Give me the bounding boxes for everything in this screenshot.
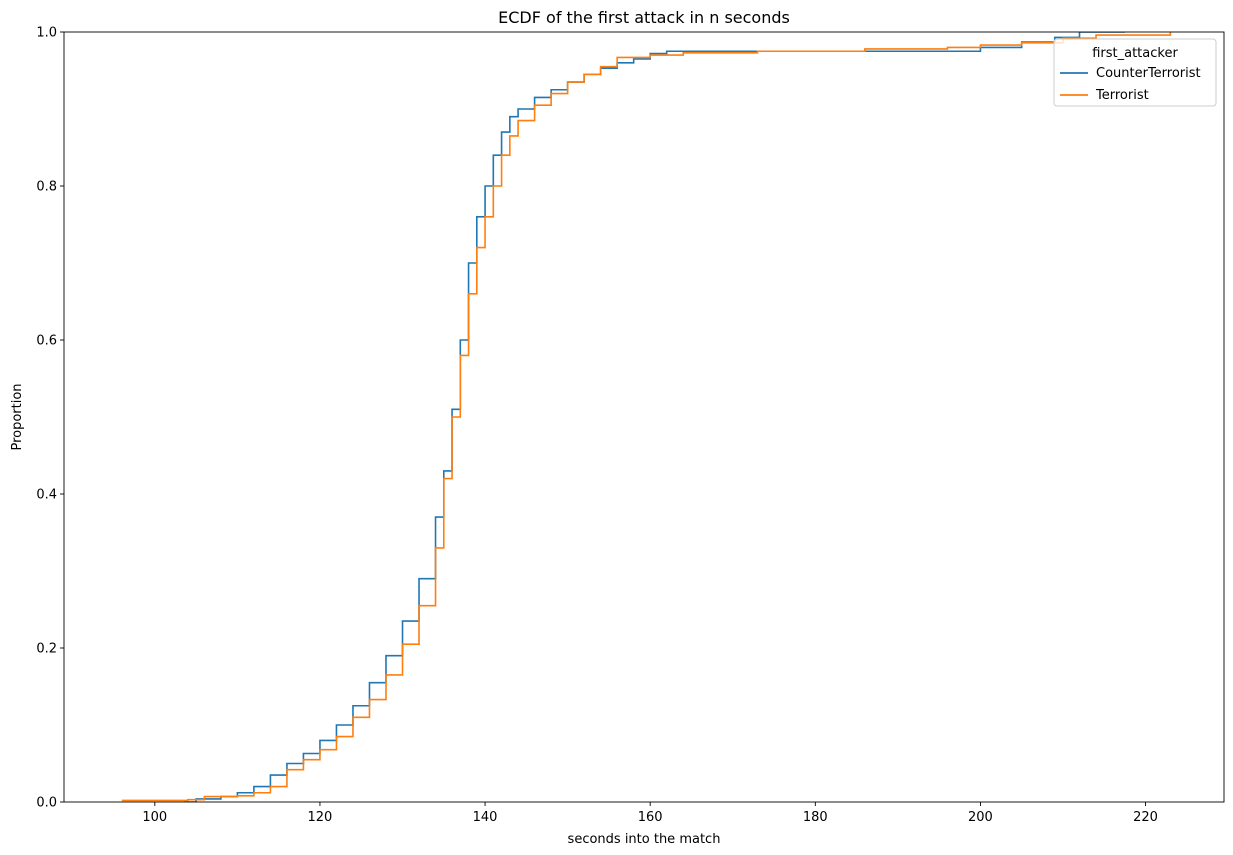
- y-tick-label: 0.0: [36, 796, 57, 811]
- y-axis-label: Proportion: [10, 383, 25, 450]
- series-line-terrorist: [121, 32, 1172, 802]
- x-tick-label: 120: [308, 810, 333, 825]
- x-tick-label: 200: [968, 810, 993, 825]
- y-tick-label: 0.2: [36, 642, 57, 657]
- legend-label-terrorist: Terrorist: [1095, 88, 1149, 103]
- legend-label-counterterrorist: CounterTerrorist: [1096, 66, 1201, 81]
- legend: first_attacker CounterTerrorist Terrorist: [1053, 38, 1217, 107]
- legend-title: first_attacker: [1092, 46, 1178, 61]
- y-tick-label: 0.4: [36, 488, 57, 503]
- y-axis: 0.0 0.2 0.4 0.6 0.8 1.0: [36, 26, 64, 811]
- y-tick-label: 0.6: [36, 334, 57, 349]
- x-axis-label: seconds into the match: [568, 832, 721, 847]
- x-tick-label: 160: [638, 810, 663, 825]
- series-line-counterterrorist: [183, 32, 1125, 802]
- chart-title: ECDF of the first attack in n seconds: [498, 8, 790, 27]
- x-tick-label: 180: [803, 810, 828, 825]
- x-tick-label: 140: [473, 810, 498, 825]
- y-tick-label: 1.0: [36, 26, 57, 41]
- x-tick-label: 100: [142, 810, 167, 825]
- plot-frame: [63, 31, 1225, 803]
- x-tick-label: 220: [1133, 810, 1158, 825]
- x-axis: 100 120 140 160 180 200 220: [142, 802, 1158, 825]
- plot-area: [63, 31, 1225, 803]
- y-tick-label: 0.8: [36, 180, 57, 195]
- legend-box: [1053, 38, 1217, 107]
